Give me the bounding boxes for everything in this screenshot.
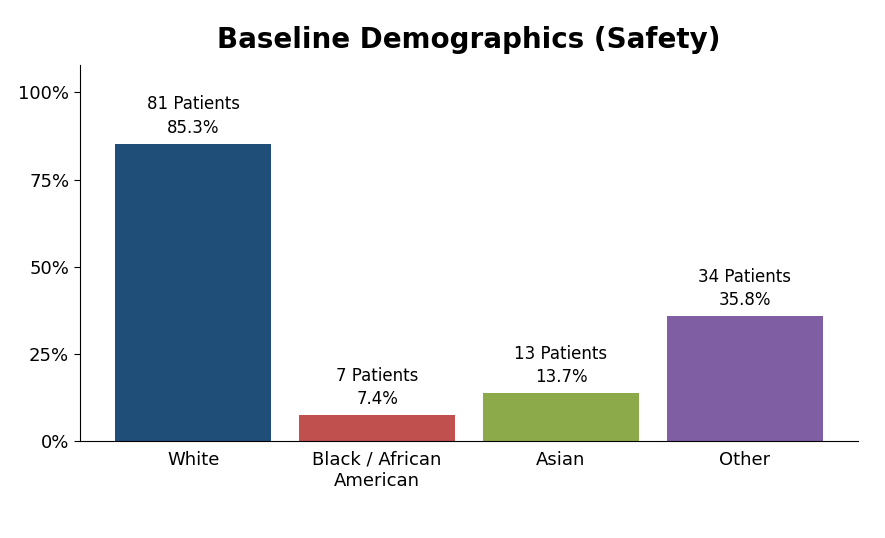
Bar xyxy=(666,316,823,441)
Text: 81 Patients
85.3%: 81 Patients 85.3% xyxy=(147,95,240,137)
Title: Baseline Demographics (Safety): Baseline Demographics (Safety) xyxy=(218,26,720,54)
Bar xyxy=(115,144,272,441)
Bar xyxy=(483,393,639,441)
Bar xyxy=(299,415,455,441)
Text: 34 Patients
35.8%: 34 Patients 35.8% xyxy=(698,268,791,309)
Text: 7 Patients
7.4%: 7 Patients 7.4% xyxy=(336,367,419,408)
Text: 13 Patients
13.7%: 13 Patients 13.7% xyxy=(514,345,608,386)
